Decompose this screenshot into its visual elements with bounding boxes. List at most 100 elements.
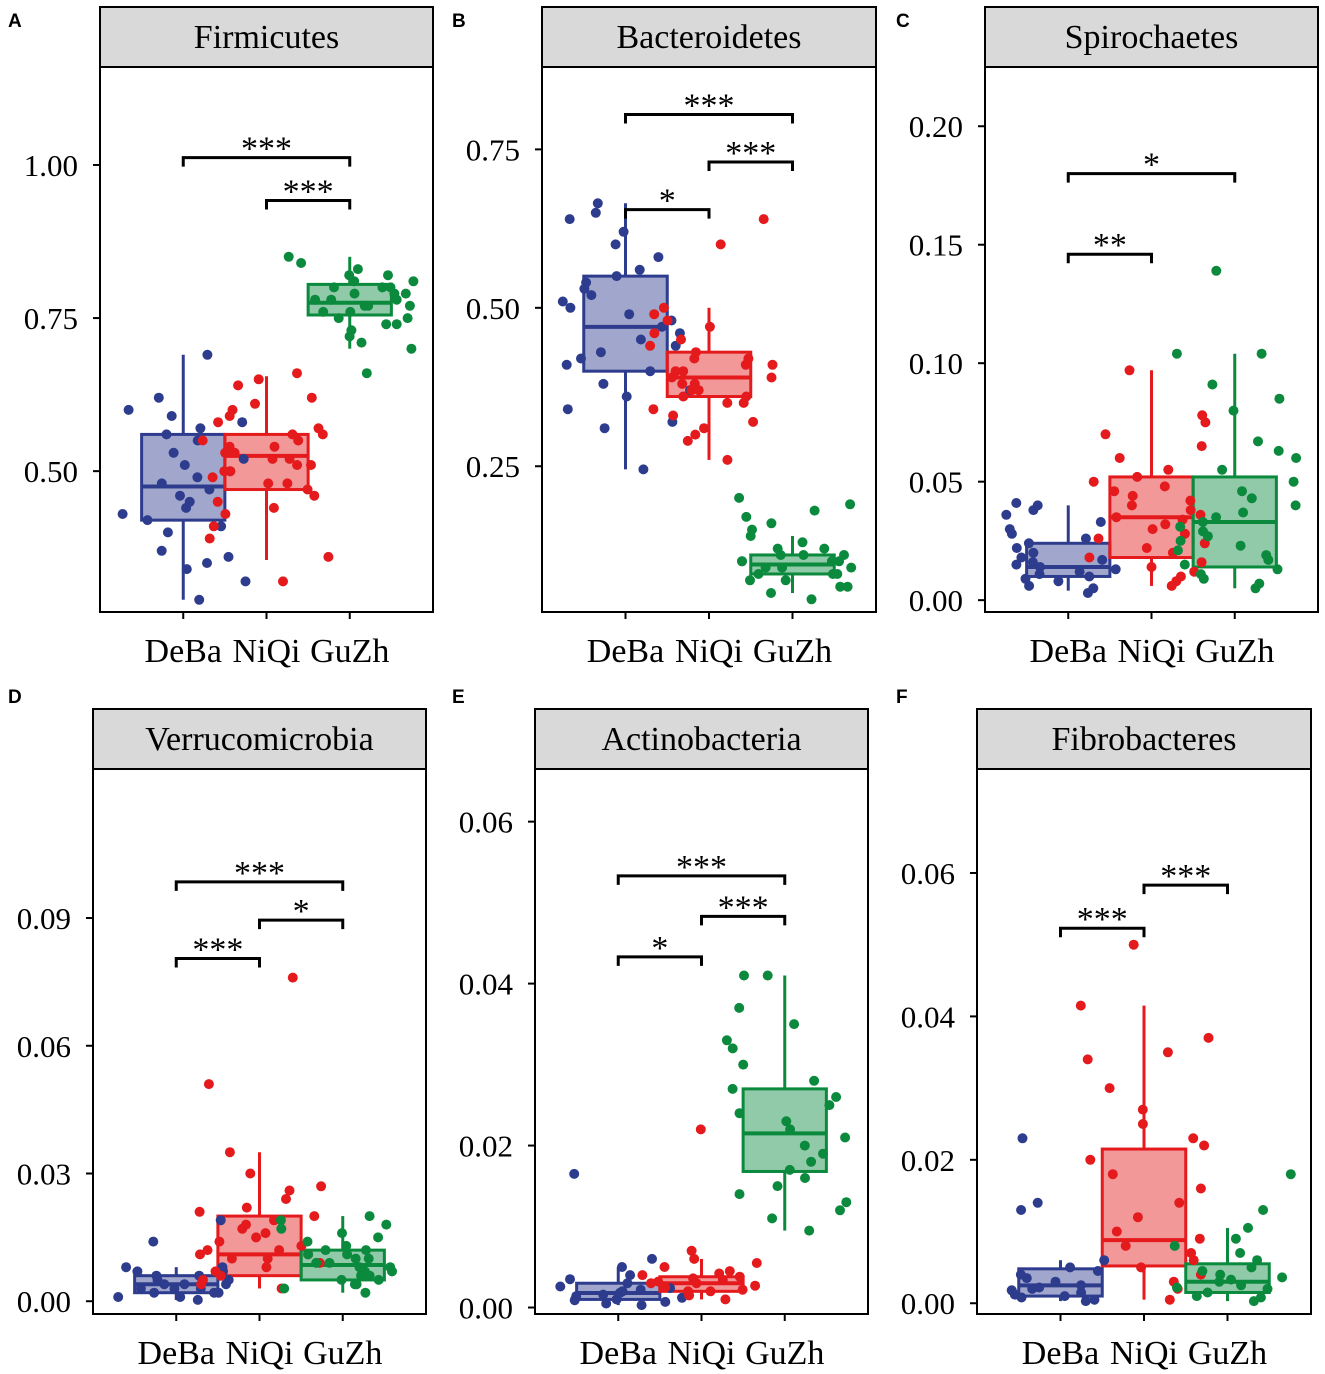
data-point (385, 282, 396, 293)
data-point (363, 300, 374, 311)
y-tick-label: 0.03 (17, 1156, 71, 1191)
data-point (689, 378, 700, 389)
bracket-line (1142, 883, 1229, 895)
data-point (766, 518, 777, 529)
panel-letter: A (8, 11, 22, 32)
data-point (1291, 453, 1302, 463)
data-point (296, 258, 307, 268)
data-point (1285, 1169, 1296, 1180)
data-point (1274, 393, 1285, 404)
box-iqr (582, 274, 669, 373)
data-point (727, 1083, 738, 1094)
data-point (677, 378, 688, 389)
data-point (162, 527, 173, 538)
data-point (373, 1274, 384, 1285)
data-point (780, 575, 791, 586)
data-point (695, 1124, 706, 1135)
panel-title: Firmicutes (194, 19, 339, 56)
data-point (153, 392, 164, 403)
data-point (1080, 1296, 1091, 1307)
significance-label: *** (192, 931, 243, 968)
y-tick-label: 0.00 (901, 1286, 955, 1321)
bracket-line (1066, 252, 1153, 264)
data-point (1027, 557, 1038, 568)
data-point (1174, 1197, 1185, 1208)
x-tick-label: NiQi (668, 1335, 736, 1372)
data-point (203, 1079, 214, 1090)
bracket-line (700, 914, 787, 926)
data-point (1171, 1282, 1182, 1293)
data-point (202, 349, 213, 360)
data-point (1185, 495, 1196, 506)
data-point (659, 1262, 670, 1272)
significance-label: *** (725, 135, 776, 172)
data-point (311, 1257, 322, 1268)
panel-letter: B (452, 11, 466, 32)
data-point (223, 551, 234, 562)
data-point (727, 1043, 738, 1054)
data-point (804, 1225, 815, 1236)
data-point (842, 581, 853, 592)
significance-label: *** (241, 131, 292, 168)
data-point (1169, 1240, 1180, 1251)
data-point (1196, 557, 1207, 568)
data-point (344, 270, 355, 281)
data-point (611, 271, 622, 282)
data-point (192, 472, 203, 483)
data-point (1111, 1226, 1122, 1237)
data-point (287, 972, 298, 983)
data-point (406, 343, 417, 354)
box-niqi (216, 1152, 303, 1289)
significance-label: * (1143, 147, 1160, 184)
data-point (767, 359, 778, 370)
data-point (253, 374, 264, 385)
significance-bracket: *** (181, 131, 352, 168)
data-point (1075, 1000, 1086, 1011)
data-point (1230, 1233, 1241, 1244)
y-tick-label: 0.75 (24, 301, 78, 336)
data-point (333, 313, 344, 324)
data-point (149, 1287, 160, 1298)
data-point (743, 353, 754, 364)
x-tick-label: GuZh (753, 633, 832, 670)
data-point (161, 429, 172, 440)
data-point (208, 521, 219, 532)
data-point (1092, 1266, 1103, 1276)
data-point (1197, 410, 1208, 421)
y-tick-label: 0.04 (901, 999, 956, 1034)
data-point (1175, 535, 1186, 546)
data-point (269, 1215, 279, 1226)
data-point (233, 380, 244, 391)
data-point (1107, 1169, 1118, 1180)
data-point (1084, 571, 1095, 582)
data-point (682, 435, 693, 446)
data-point (617, 1286, 628, 1297)
data-point (741, 391, 752, 402)
data-point (649, 328, 660, 339)
data-point (737, 1284, 748, 1295)
data-point (1277, 1272, 1288, 1283)
data-point (306, 460, 316, 470)
data-point (748, 416, 759, 427)
data-point (690, 429, 701, 440)
data-point (1195, 1183, 1206, 1194)
data-point (1261, 550, 1272, 561)
data-point (377, 282, 388, 293)
data-point (302, 1236, 313, 1247)
data-point (647, 1253, 657, 1264)
data-point (564, 214, 575, 225)
data-point (1032, 500, 1043, 511)
data-point (306, 392, 317, 403)
bracket-line (258, 918, 345, 930)
data-point (798, 550, 809, 560)
data-point (766, 372, 777, 383)
data-point (676, 334, 686, 345)
data-point (326, 294, 337, 305)
data-point (342, 1249, 353, 1260)
data-point (212, 496, 223, 507)
data-point (1188, 1133, 1199, 1144)
significance-bracket: * (624, 183, 711, 220)
panel-letter: C (896, 11, 910, 32)
data-point (1252, 1255, 1263, 1266)
